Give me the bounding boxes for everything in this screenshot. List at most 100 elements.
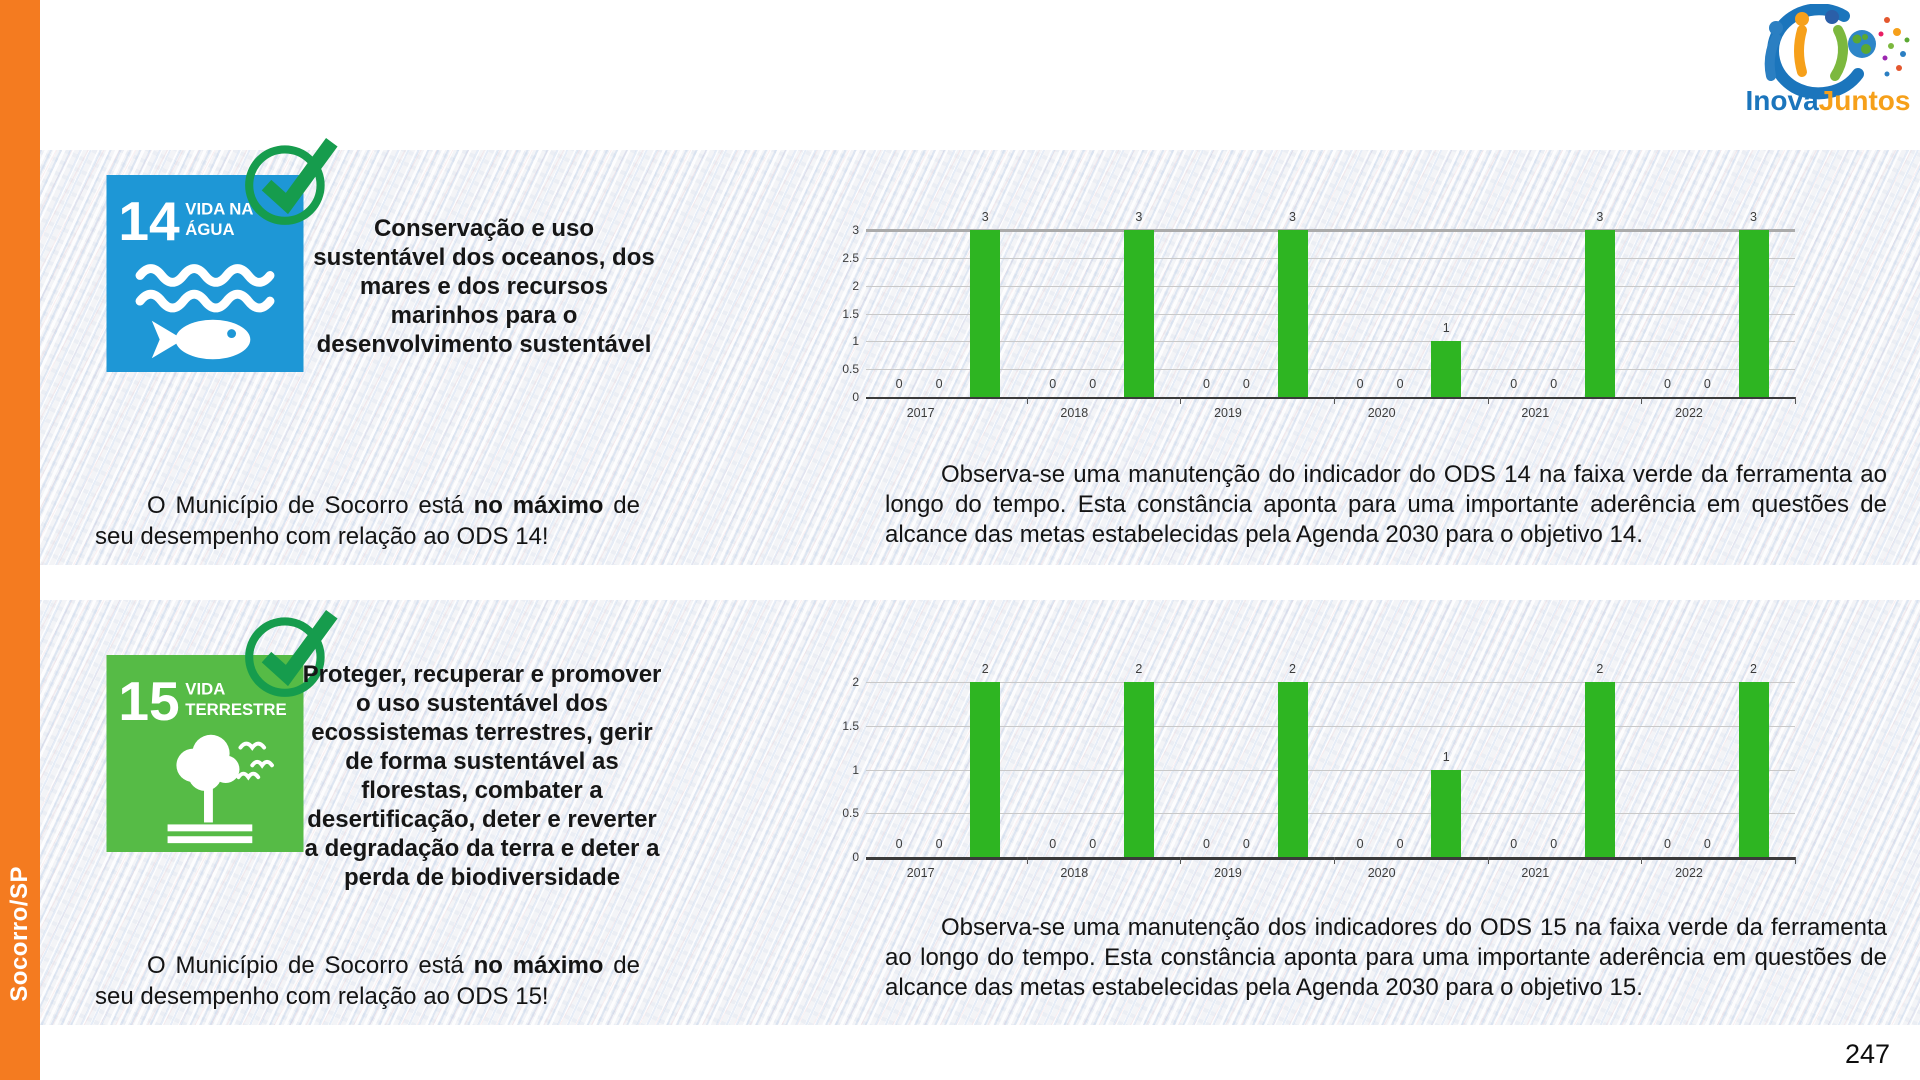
y-axis-tick-label: 2: [852, 278, 859, 293]
gridline: [866, 313, 1795, 315]
y-axis-tick-label: 1: [852, 334, 859, 349]
bar-value-label: 3: [1135, 210, 1143, 224]
bar: [1431, 341, 1462, 397]
fish-icon: [151, 319, 251, 360]
municipality-label: Socorro/SP: [6, 866, 33, 1002]
gridline: [866, 369, 1795, 371]
ods15-statement: O Município de Socorro está no máximo de…: [95, 950, 640, 1012]
bar-value-label: 3: [981, 210, 989, 224]
y-axis-tick-label: 1.5: [842, 306, 859, 321]
x-axis-tick: [1026, 857, 1028, 864]
x-axis-year-label: 2019: [1214, 406, 1242, 420]
waves-icon: [135, 264, 275, 313]
zero-value-label: 0: [1703, 837, 1711, 851]
x-axis-tick: [1795, 397, 1796, 404]
x-axis-tick: [1487, 857, 1489, 864]
bar-value-label: 3: [1596, 210, 1604, 224]
ods15-observation-text: Observa-se uma manutenção dos indicadore…: [885, 914, 1887, 1001]
gridline: [866, 397, 1795, 399]
bar: [970, 230, 1001, 397]
ods14-label-line1: VIDA NA: [185, 199, 253, 218]
ods14-statement-pre: O Município de Socorro está: [147, 492, 474, 519]
bar-value-label: 3: [1289, 210, 1296, 224]
check-icon: [245, 610, 338, 697]
gridline: [866, 813, 1795, 815]
ods14-chart: 0 0.5 1 1.5 2 2.5 3 0 0 3 2017 0 0 3 2018 0 0 3 2019 0 0 1 202…: [825, 200, 1807, 442]
y-axis-tick-label: 0: [852, 850, 859, 864]
y-axis-tick-label: 0.5: [842, 806, 859, 821]
zero-value-label: 0: [1396, 377, 1404, 391]
gridline: [866, 229, 1795, 232]
zero-value-label: 0: [1356, 377, 1364, 391]
ods15-chart: 0 0.5 1 1.5 2 0 0 2 2017 0 0 2 2018 0 0 2 2019 0 0 1 2020 0 0 2…: [825, 652, 1807, 902]
ods15-statement-pre: O Município de Socorro está: [147, 952, 474, 979]
ods14-observation: Observa-se uma manutenção do indicador d…: [885, 460, 1887, 550]
ods14-title: Conservação e uso sustentável dos oceano…: [313, 215, 655, 358]
ods15-statement-bold: no máximo: [473, 952, 604, 979]
zero-value-label: 0: [1242, 377, 1250, 391]
ods14-statement: O Município de Socorro está no máximo de…: [95, 490, 640, 552]
zero-value-label: 0: [1510, 837, 1518, 851]
zero-value-label: 0: [895, 377, 903, 391]
x-axis-tick: [1180, 857, 1182, 864]
x-axis-tick: [1487, 397, 1489, 404]
inovajuntos-logo-icon: InovaJuntos: [1746, 3, 1910, 116]
y-axis-tick-label: 0: [852, 390, 859, 404]
bar: [1738, 230, 1769, 397]
gridline: [866, 682, 1795, 683]
y-axis-tick-label: 2.5: [842, 250, 859, 265]
bar-value-label: 2: [981, 662, 989, 676]
x-axis-year-label: 2020: [1367, 406, 1396, 420]
x-axis-year-label: 2018: [1060, 866, 1089, 880]
bar-value-label: 1: [1442, 749, 1450, 764]
x-axis-tick: [1641, 397, 1643, 404]
gridline: [866, 769, 1795, 771]
ods14-section-panel: 14 VIDA NA ÁGUA Conservação e uso susten…: [40, 138, 1920, 565]
x-axis-year-label: 2018: [1060, 406, 1089, 420]
ods15-label-line2: TERRESTRE: [185, 700, 286, 719]
zero-value-label: 0: [1663, 837, 1671, 851]
ods14-statement-post: de seu desempenho com relação ao ODS 14!: [95, 492, 640, 550]
y-axis-tick-label: 2: [852, 675, 859, 689]
ods14-label-line2: ÁGUA: [185, 220, 234, 239]
gridline: [866, 725, 1795, 727]
ods14-observation-text: Observa-se uma manutenção do indicador d…: [885, 461, 1887, 548]
bar: [1584, 230, 1615, 397]
zero-value-label: 0: [1049, 377, 1057, 391]
bar-value-label: 2: [1750, 662, 1757, 676]
birds-icon: [236, 741, 274, 781]
bar-value-label: 3: [1750, 210, 1757, 224]
ods15-section-panel: 15 VIDA TERRESTRE Proteger, recuperar e …: [40, 600, 1920, 1025]
y-axis-tick-label: 1.5: [842, 718, 859, 733]
ods15-statement-post: de seu desempenho com relação ao ODS 15!: [95, 952, 640, 1010]
bar: [1277, 682, 1308, 857]
ods14-number: 14: [118, 190, 180, 252]
zero-value-label: 0: [1396, 837, 1404, 851]
zero-value-label: 0: [1356, 837, 1364, 851]
zero-value-label: 0: [935, 837, 943, 851]
zero-value-label: 0: [1663, 377, 1671, 391]
y-axis-tick-label: 3: [852, 223, 859, 237]
page-number: 247: [1844, 1039, 1890, 1069]
x-axis-tick: [1795, 857, 1796, 864]
bar-value-label: 2: [1596, 662, 1604, 676]
x-axis-year-label: 2020: [1367, 866, 1396, 880]
bar: [1431, 769, 1462, 857]
check-icon: [245, 138, 338, 225]
x-axis-tick: [1180, 397, 1182, 404]
bar: [1277, 230, 1308, 397]
y-axis-tick-label: 0.5: [842, 362, 859, 377]
tree-icon: [167, 734, 253, 844]
bar: [1123, 230, 1154, 397]
zero-value-label: 0: [1550, 377, 1558, 391]
gridline: [866, 285, 1795, 287]
ods15-observation: Observa-se uma manutenção dos indicadore…: [885, 913, 1887, 1003]
bar-value-label: 2: [1135, 662, 1143, 676]
x-axis-year-label: 2019: [1214, 866, 1242, 880]
zero-value-label: 0: [1089, 837, 1097, 851]
gridline: [866, 857, 1795, 860]
ods14-goal-icon: 14 VIDA NA ÁGUA: [106, 175, 304, 372]
zero-value-label: 0: [1202, 837, 1210, 851]
bar: [1123, 682, 1154, 857]
x-axis-year-label: 2021: [1521, 406, 1550, 420]
